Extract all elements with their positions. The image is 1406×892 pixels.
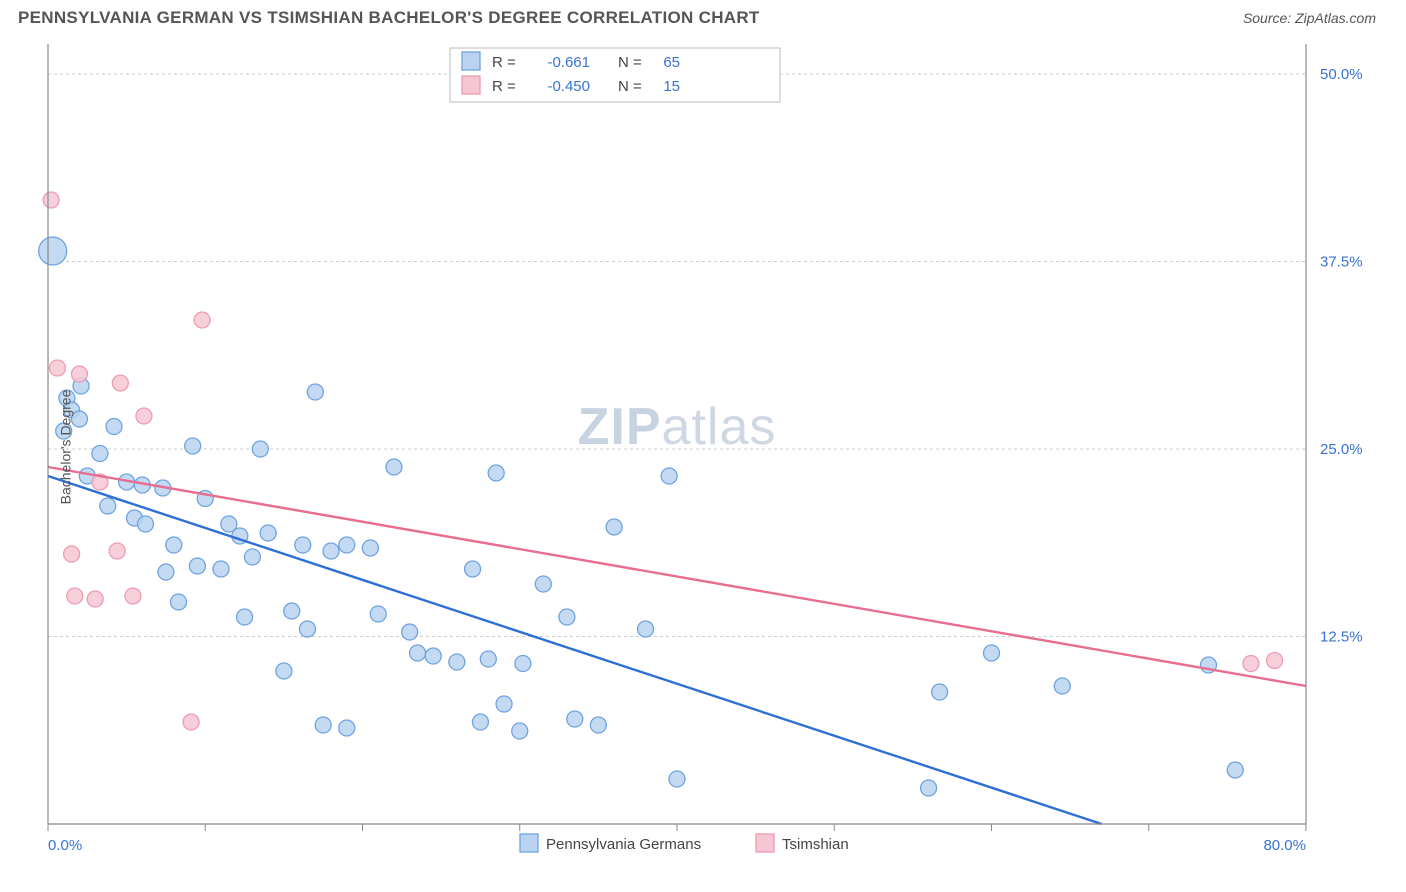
data-point bbox=[299, 621, 315, 637]
data-point bbox=[984, 645, 1000, 661]
y-tick-label: 25.0% bbox=[1320, 441, 1363, 458]
scatter-chart: ZIPatlas 0.0% 80.0% 12.5% 25.0% 37.5% 50.0% R =… bbox=[0, 32, 1406, 862]
data-point bbox=[43, 192, 59, 208]
data-point bbox=[260, 525, 276, 541]
data-point bbox=[465, 561, 481, 577]
data-point bbox=[339, 720, 355, 736]
data-point bbox=[496, 696, 512, 712]
data-point bbox=[137, 516, 153, 532]
data-point bbox=[410, 645, 426, 661]
data-point bbox=[370, 606, 386, 622]
data-point bbox=[171, 594, 187, 610]
data-point bbox=[284, 603, 300, 619]
y-tick-label: 37.5% bbox=[1320, 254, 1363, 271]
data-point bbox=[449, 654, 465, 670]
legend-label: Tsimshian bbox=[782, 836, 849, 853]
legend-swatch bbox=[756, 834, 774, 852]
data-point bbox=[158, 564, 174, 580]
data-point bbox=[315, 717, 331, 733]
data-point bbox=[472, 714, 488, 730]
data-point bbox=[606, 519, 622, 535]
data-point bbox=[92, 446, 108, 462]
chart-title: PENNSYLVANIA GERMAN VS TSIMSHIAN BACHELO… bbox=[18, 8, 760, 28]
regression-line bbox=[48, 467, 1306, 686]
data-point bbox=[183, 714, 199, 730]
data-point bbox=[535, 576, 551, 592]
data-point bbox=[67, 588, 83, 604]
data-point bbox=[252, 441, 268, 457]
x-tick-label: 0.0% bbox=[48, 837, 82, 854]
regression-line bbox=[48, 476, 1102, 824]
data-point bbox=[71, 411, 87, 427]
data-point bbox=[71, 366, 87, 382]
data-point bbox=[39, 237, 67, 265]
chart-area: Bachelor's Degree ZIPatlas 0.0% 80.0% 12.5%… bbox=[0, 32, 1406, 862]
data-point bbox=[307, 384, 323, 400]
data-point bbox=[559, 609, 575, 625]
data-point bbox=[339, 537, 355, 553]
data-point bbox=[213, 561, 229, 577]
data-point bbox=[488, 465, 504, 481]
data-point bbox=[100, 498, 116, 514]
chart-header: PENNSYLVANIA GERMAN VS TSIMSHIAN BACHELO… bbox=[0, 0, 1406, 32]
data-point bbox=[1227, 762, 1243, 778]
legend-r-value: -0.661 bbox=[547, 54, 590, 71]
data-point bbox=[515, 656, 531, 672]
series-legend: Pennsylvania Germans Tsimshian bbox=[520, 834, 849, 853]
legend-swatch bbox=[462, 76, 480, 94]
data-point bbox=[136, 408, 152, 424]
data-point bbox=[112, 375, 128, 391]
data-point bbox=[362, 540, 378, 556]
data-point bbox=[185, 438, 201, 454]
data-point bbox=[276, 663, 292, 679]
legend-swatch bbox=[520, 834, 538, 852]
chart-source: Source: ZipAtlas.com bbox=[1243, 10, 1376, 26]
legend-swatch bbox=[462, 52, 480, 70]
data-point bbox=[244, 549, 260, 565]
y-axis-label: Bachelor's Degree bbox=[57, 390, 73, 505]
data-point bbox=[921, 780, 937, 796]
data-point bbox=[402, 624, 418, 640]
data-point bbox=[106, 419, 122, 435]
data-point bbox=[512, 723, 528, 739]
data-point bbox=[1267, 653, 1283, 669]
data-point bbox=[189, 558, 205, 574]
data-point bbox=[661, 468, 677, 484]
data-point bbox=[87, 591, 103, 607]
legend-n-label: N = bbox=[618, 78, 642, 95]
data-point bbox=[932, 684, 948, 700]
data-point bbox=[1054, 678, 1070, 694]
data-point bbox=[64, 546, 80, 562]
watermark: ZIPatlas bbox=[578, 398, 777, 456]
legend-r-label: R = bbox=[492, 78, 516, 95]
data-point bbox=[237, 609, 253, 625]
legend-n-value: 65 bbox=[663, 54, 680, 71]
y-tick-label: 12.5% bbox=[1320, 629, 1363, 646]
data-point bbox=[194, 312, 210, 328]
data-point bbox=[109, 543, 125, 559]
data-point bbox=[590, 717, 606, 733]
y-tick-label: 50.0% bbox=[1320, 66, 1363, 83]
data-point bbox=[323, 543, 339, 559]
data-point bbox=[1243, 656, 1259, 672]
legend-n-label: N = bbox=[618, 54, 642, 71]
data-point bbox=[125, 588, 141, 604]
data-point bbox=[295, 537, 311, 553]
legend-label: Pennsylvania Germans bbox=[546, 836, 701, 853]
data-point bbox=[567, 711, 583, 727]
data-point bbox=[480, 651, 496, 667]
data-point bbox=[49, 360, 65, 376]
data-point bbox=[638, 621, 654, 637]
data-point bbox=[166, 537, 182, 553]
legend-r-label: R = bbox=[492, 54, 516, 71]
data-point bbox=[425, 648, 441, 664]
legend-r-value: -0.450 bbox=[547, 78, 590, 95]
x-tick-label: 80.0% bbox=[1263, 837, 1306, 854]
legend-n-value: 15 bbox=[663, 78, 680, 95]
data-point bbox=[386, 459, 402, 475]
data-point bbox=[669, 771, 685, 787]
